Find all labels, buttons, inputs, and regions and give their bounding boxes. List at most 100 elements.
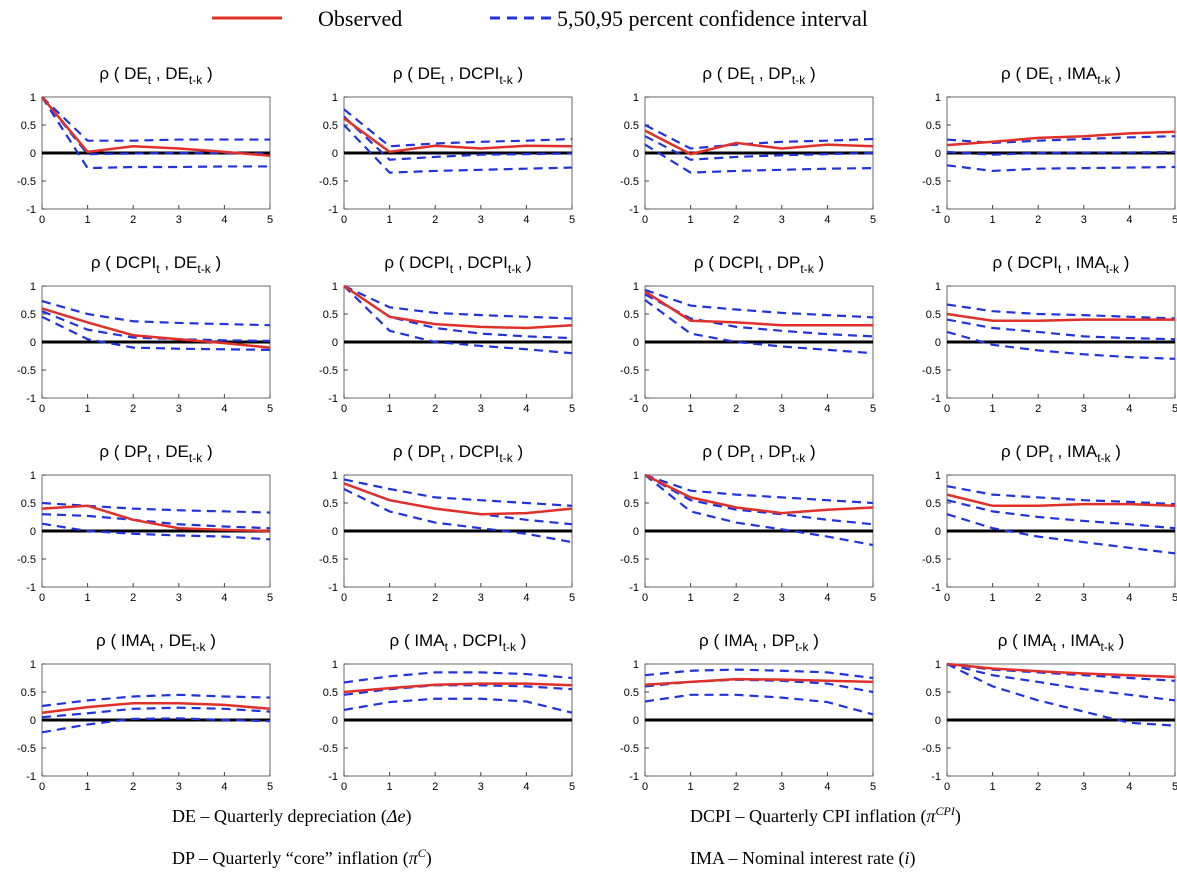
x-tick-label: 1: [990, 403, 996, 415]
y-tick-label: 1: [935, 92, 941, 104]
x-tick-label: 2: [1035, 781, 1041, 793]
y-tick-label: 0: [30, 148, 36, 160]
observed-line: [644, 290, 873, 327]
x-tick-label: 3: [1081, 592, 1087, 604]
confidence-line: [343, 285, 573, 320]
observed-line: [343, 682, 573, 694]
y-tick-label: 0.5: [624, 498, 639, 510]
x-tick-label: 0: [39, 403, 45, 415]
y-tick-label: -0.5: [922, 176, 941, 188]
y-tick-label: -0.5: [922, 743, 941, 755]
x-tick-label: 3: [779, 592, 785, 604]
title-text: ): [1119, 253, 1129, 272]
title-text: ρ ( DP: [393, 442, 441, 461]
confidence-line: [644, 299, 874, 355]
observed-line: [41, 96, 271, 158]
title-text: ): [1111, 442, 1121, 461]
y-tick-label: 1: [332, 659, 338, 671]
title-text: ρ ( DE: [1001, 64, 1049, 83]
y-tick-label: 1: [935, 659, 941, 671]
x-tick-label: 3: [176, 214, 182, 226]
y-tick-label: 0.5: [323, 309, 338, 321]
confidence-line: [644, 293, 874, 338]
x-tick-label: 5: [870, 781, 876, 793]
x-tick-label: 3: [478, 214, 484, 226]
confidence-line: [41, 513, 271, 530]
confidence-line: [644, 143, 874, 174]
y-tick-label: 1: [30, 92, 36, 104]
confidence-line: [343, 684, 573, 696]
panel-title: ρ ( IMAt , IMAt-k ): [998, 631, 1125, 654]
confidence-line: [41, 706, 271, 719]
title-subscript: t-k: [197, 262, 211, 276]
confidence-line: [41, 522, 271, 541]
title-text: ): [1111, 64, 1121, 83]
title-text: ): [805, 442, 815, 461]
title-text: , DE: [151, 64, 189, 83]
title-subscript: t-k: [508, 262, 522, 276]
x-tick-label: 5: [267, 592, 273, 604]
confidence-line: [946, 330, 1176, 360]
footnote-part: CPI: [936, 804, 956, 818]
title-text: ): [206, 631, 216, 650]
x-tick-label: 1: [990, 781, 996, 793]
observed-line: [946, 493, 1176, 508]
x-tick-label: 0: [642, 592, 648, 604]
y-tick-label: -0.5: [319, 554, 338, 566]
y-tick-label: -1: [26, 582, 36, 594]
title-subscript: t-k: [800, 262, 814, 276]
footnote: DE – Quarterly depreciation (Δe): [172, 806, 411, 827]
x-tick-label: 5: [267, 214, 273, 226]
y-tick-label: -1: [328, 582, 338, 594]
x-tick-label: 1: [688, 781, 694, 793]
panel-title: ρ ( DEt , DPt-k ): [702, 64, 815, 87]
footnote-part: ): [955, 806, 961, 827]
y-tick-label: 0: [30, 526, 36, 538]
x-tick-label: 4: [824, 781, 830, 793]
x-tick-label: 2: [733, 781, 739, 793]
title-text: , IMA: [1061, 253, 1106, 272]
y-tick-label: -0.5: [17, 554, 36, 566]
title-subscript: t-k: [1106, 262, 1120, 276]
observed-line: [644, 677, 874, 686]
panel-title: ρ ( DPt , DCPIt-k ): [393, 442, 523, 465]
x-tick-label: 3: [176, 781, 182, 793]
observed-line: [946, 662, 1176, 679]
y-tick-label: 1: [935, 470, 941, 482]
title-subscript: t: [441, 451, 445, 465]
x-tick-label: 3: [478, 781, 484, 793]
y-tick-label: 0: [935, 148, 941, 160]
y-tick-label: 1: [30, 470, 36, 482]
y-tick-label: 1: [30, 659, 36, 671]
panel-title: ρ ( DCPIt , DPt-k ): [694, 253, 824, 276]
y-tick-label: 0: [633, 148, 639, 160]
title-subscript: t: [1049, 451, 1053, 465]
x-tick-label: 2: [130, 214, 136, 226]
title-subscript: t: [445, 640, 449, 654]
title-text: , DP: [754, 64, 792, 83]
title-text: ): [211, 253, 221, 272]
panel-title: ρ ( DEt , DCPIt-k ): [393, 64, 523, 87]
x-tick-label: 2: [432, 592, 438, 604]
title-subscript: t-k: [189, 451, 203, 465]
confidence-line: [41, 96, 270, 170]
x-tick-label: 1: [85, 403, 91, 415]
observed-line: [946, 312, 1175, 322]
title-subscript: t: [759, 262, 763, 276]
panel-title: ρ ( IMAt , DCPIt-k ): [390, 631, 527, 654]
confidence-line: [41, 300, 271, 327]
title-subscript: t: [1058, 262, 1062, 276]
y-tick-label: 0.5: [21, 687, 36, 699]
x-tick-label: 1: [85, 781, 91, 793]
y-tick-label: 1: [332, 470, 338, 482]
y-tick-label: -1: [931, 771, 941, 783]
y-tick-label: -1: [629, 204, 639, 216]
title-subscript: t: [148, 451, 152, 465]
confidence-line: [644, 474, 874, 547]
y-tick-label: -1: [26, 771, 36, 783]
x-tick-label: 0: [39, 592, 45, 604]
x-tick-label: 0: [341, 781, 347, 793]
title-text: ): [814, 253, 824, 272]
x-tick-label: 5: [870, 403, 876, 415]
title-subscript: t: [754, 640, 758, 654]
